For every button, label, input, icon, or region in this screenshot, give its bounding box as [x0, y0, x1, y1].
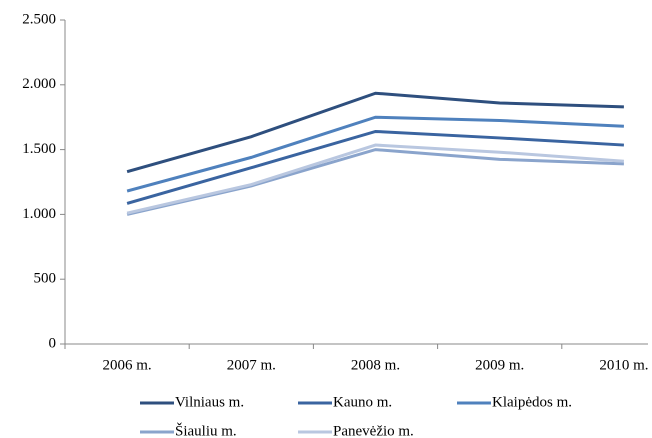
y-tick-label: 2.000 — [22, 76, 56, 92]
legend-label: Kauno m. — [333, 394, 392, 410]
legend-label: Vilniaus m. — [175, 394, 244, 410]
legend-label: Panevėžio m. — [333, 423, 414, 438]
legend-label: Klaipėdos m. — [492, 394, 572, 410]
x-tick-label: 2010 m. — [599, 357, 648, 373]
series-line — [126, 129, 624, 205]
y-tick-label: 0 — [49, 335, 57, 351]
x-tick-label: 2008 m. — [351, 357, 400, 373]
series-line — [126, 143, 625, 215]
x-tick-label: 2006 m. — [103, 357, 152, 373]
x-tick-label: 2009 m. — [475, 357, 524, 373]
y-tick-label: 1.000 — [22, 206, 56, 222]
y-tick-label: 1.500 — [22, 141, 56, 157]
series-line — [126, 91, 624, 174]
legend-label: Šiauliu m. — [175, 422, 237, 438]
y-tick-label: 500 — [34, 271, 57, 287]
x-tick-label: 2007 m. — [227, 357, 276, 373]
series-line — [126, 115, 624, 193]
y-tick-label: 2.500 — [22, 11, 56, 27]
